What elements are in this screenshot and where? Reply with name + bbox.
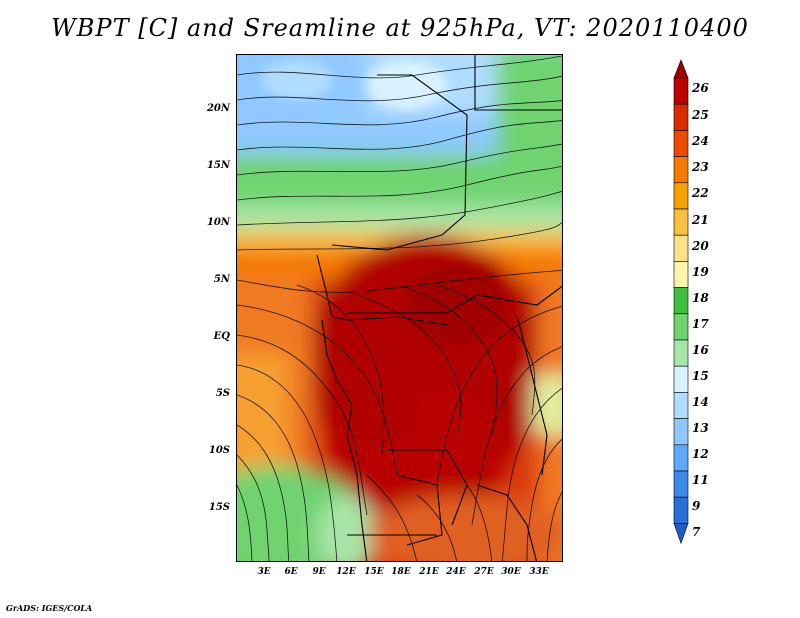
colorbar-label: 20 (692, 239, 709, 253)
lat-tick-15s: 15S (208, 502, 230, 513)
colorbar-label: 25 (692, 108, 709, 122)
lon-tick-12e: 12E (336, 567, 356, 577)
lon-tick-18e: 18E (391, 567, 411, 577)
lat-tick-eq: EQ (213, 331, 230, 342)
colorbar-segment (673, 182, 689, 210)
colorbar-segment (673, 339, 689, 367)
colorbar-segment (673, 156, 689, 184)
colorbar-segment (673, 470, 689, 498)
lon-tick-30e: 30E (501, 567, 521, 577)
lat-tick-20n: 20N (206, 103, 230, 114)
colorbar-segment (673, 496, 689, 524)
lat-tick-5s: 5S (215, 388, 230, 399)
colorbar-label: 11 (692, 473, 709, 487)
lon-tick-27e: 27E (474, 567, 494, 577)
colorbar-segment (673, 103, 689, 131)
colorbar-label: 21 (692, 213, 709, 227)
colorbar-segment (673, 130, 689, 157)
colorbar-label: 22 (692, 186, 709, 200)
colorbar (673, 59, 689, 545)
colorbar-label: 16 (692, 343, 709, 357)
lon-tick-24e: 24E (446, 567, 466, 577)
lat-tick-5n: 5N (213, 274, 230, 285)
colorbar-label: 14 (692, 395, 709, 409)
streamlines (237, 55, 562, 561)
lat-tick-15n: 15N (206, 160, 230, 171)
lon-tick-6e: 6E (284, 567, 298, 577)
lon-tick-33e: 33E (529, 567, 549, 577)
colorbar-label: 17 (692, 317, 709, 331)
colorbar-label: 13 (692, 421, 709, 435)
grads-credit: GrADS: IGES/COLA (6, 603, 93, 613)
colorbar-label: 18 (692, 291, 709, 305)
chart-title: WBPT [C] and Sreamline at 925hPa, VT: 20… (51, 14, 749, 42)
country-borders (316, 55, 562, 561)
colorbar-segment (673, 261, 689, 288)
colorbar-segment (673, 444, 689, 472)
colorbar-segment (673, 77, 689, 105)
colorbar-label: 7 (692, 525, 701, 539)
colorbar-segment (673, 208, 689, 236)
lat-tick-10n: 10N (206, 217, 230, 228)
colorbar-label: 19 (692, 265, 709, 279)
colorbar-label: 12 (692, 447, 709, 461)
colorbar-label: 15 (692, 369, 709, 383)
lon-tick-15e: 15E (364, 567, 384, 577)
colorbar-segment (673, 392, 689, 419)
colorbar-label: 23 (692, 160, 709, 174)
colorbar-segment (673, 313, 689, 341)
colorbar-segment (673, 418, 689, 446)
colorbar-segment (673, 234, 689, 262)
lon-tick-21e: 21E (419, 567, 439, 577)
colorbar-label: 26 (692, 81, 709, 95)
lon-tick-9e: 9E (312, 567, 326, 577)
lat-tick-10s: 10S (208, 445, 230, 456)
wbpt-map (236, 54, 563, 562)
colorbar-label: 24 (692, 134, 709, 148)
colorbar-label: 9 (692, 499, 701, 513)
colorbar-segment (673, 365, 689, 393)
colorbar-top-arrow (673, 59, 689, 79)
wbpt-field (237, 55, 562, 561)
colorbar-segment (673, 287, 689, 315)
colorbar-bottom-arrow (673, 523, 689, 545)
lon-tick-3e: 3E (257, 567, 271, 577)
